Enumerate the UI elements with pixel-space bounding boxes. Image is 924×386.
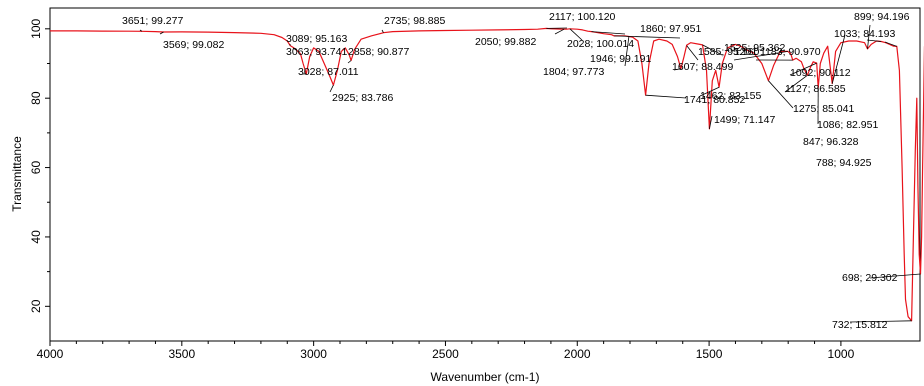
annotation-leader xyxy=(159,31,164,35)
annotation-leader xyxy=(699,86,720,97)
y-tick-label: 60 xyxy=(29,161,43,175)
annotation-leaders xyxy=(139,24,921,323)
annotation-leader xyxy=(869,273,921,279)
peak-annotations: 3651; 99.277 3569; 99.082 3089; 95.1633063… xyxy=(122,11,910,331)
peak-annotation: 1127; 86.585 xyxy=(785,83,846,95)
annotation-leader xyxy=(884,41,897,47)
peak-annotation: 1804; 97.773 xyxy=(543,66,604,78)
annotation-leader xyxy=(624,36,630,67)
y-tick-label: 100 xyxy=(29,18,43,38)
peak-annotation: 732; 15.812 xyxy=(832,319,888,331)
peak-annotation: 3089; 95.163 xyxy=(286,33,347,45)
peak-annotation: 1525; 95.362 xyxy=(724,42,785,54)
x-tick-label: 4000 xyxy=(37,347,64,361)
annotation-leader xyxy=(139,29,143,32)
annotation-leader xyxy=(347,60,352,64)
y-tick-label: 40 xyxy=(29,230,43,244)
annotation-leader xyxy=(614,35,681,39)
spectrum-line xyxy=(50,27,924,322)
peak-annotation: 1275; 85.041 xyxy=(793,103,854,115)
peak-annotation: 1860; 97.951 xyxy=(640,23,701,35)
peak-annotation: 1092; 90.112 xyxy=(790,67,851,79)
x-tick-label: 2000 xyxy=(564,347,591,361)
x-tick-label: 2500 xyxy=(432,347,459,361)
x-tick-label: 1500 xyxy=(696,347,723,361)
annotation-leader xyxy=(866,39,882,42)
peak-annotation: 698; 29.302 xyxy=(842,272,898,284)
peak-annotation: 3028; 87.011 xyxy=(298,66,359,78)
peak-annotation: 899; 94.196 xyxy=(854,11,910,23)
annotation-leader xyxy=(381,29,384,33)
x-tick-label: 3500 xyxy=(168,347,195,361)
peak-annotation: 1499; 71.147 xyxy=(714,114,775,126)
peak-annotation: 847; 96.328 xyxy=(803,136,859,148)
peak-annotation: 1183; 90.970 xyxy=(760,46,821,58)
annotation-leader xyxy=(569,28,583,41)
peak-annotation: 1741; 80.852 xyxy=(684,94,745,106)
y-axis-title: Transmittance xyxy=(10,136,24,212)
y-tick-label: 80 xyxy=(29,91,43,105)
annotation-leader xyxy=(645,94,687,99)
annotation-leader xyxy=(686,45,699,61)
y-axis-ticks: 20 40 60 80 100 xyxy=(29,18,50,313)
annotation-leader xyxy=(591,31,626,35)
peak-annotation: 1201 xyxy=(734,46,758,58)
peak-annotation: 1946; 99.191 xyxy=(590,53,651,65)
peak-annotation: 1086; 82.951 xyxy=(817,119,878,131)
peak-annotation: 2925; 83.786 xyxy=(332,92,393,104)
annotation-leader xyxy=(849,320,912,323)
annotation-leader xyxy=(768,80,794,109)
x-axis-title: Wavenumber (cm-1) xyxy=(431,370,540,384)
x-tick-label: 1000 xyxy=(828,347,855,361)
peak-annotation: 2028; 100.014 xyxy=(567,38,634,50)
peak-annotation: 2117; 100.120 xyxy=(549,11,616,23)
annotation-leader xyxy=(292,47,298,51)
peak-annotation: 2050; 99.882 xyxy=(475,36,536,48)
peak-annotation: 3569; 99.082 xyxy=(163,39,224,51)
peak-annotation: 1033; 84.193 xyxy=(834,28,895,40)
annotation-leader xyxy=(702,44,723,56)
x-tick-label: 3000 xyxy=(300,347,327,361)
peak-annotation: 2858; 90.877 xyxy=(348,46,409,58)
annotation-leader xyxy=(784,74,808,93)
peak-annotation: 2735; 98.885 xyxy=(384,15,445,27)
peak-annotation: 3651; 99.277 xyxy=(122,15,183,27)
annotation-leader xyxy=(673,68,681,71)
y-tick-label: 20 xyxy=(29,299,43,313)
peak-annotation: 788; 94.925 xyxy=(816,157,872,169)
annotation-leader xyxy=(329,84,334,93)
x-axis-ticks: 4000 3500 3000 2500 2000 1500 1000 xyxy=(37,341,855,361)
spectrum-series xyxy=(50,27,924,322)
annotation-leader xyxy=(733,51,788,61)
annotation-leader xyxy=(709,115,713,129)
peak-annotation: 1585; 95.160 xyxy=(698,46,759,58)
peak-annotation: 1462; 83.155 xyxy=(700,90,761,102)
peak-annotation: 3063; 93.741 xyxy=(286,46,347,58)
annotation-leader xyxy=(789,62,817,76)
annotation-leader xyxy=(867,24,871,49)
peak-annotation: 1607; 88.499 xyxy=(672,61,733,73)
plot-frame xyxy=(49,7,921,342)
annotation-leader xyxy=(831,34,846,84)
annotation-leader xyxy=(554,28,565,35)
